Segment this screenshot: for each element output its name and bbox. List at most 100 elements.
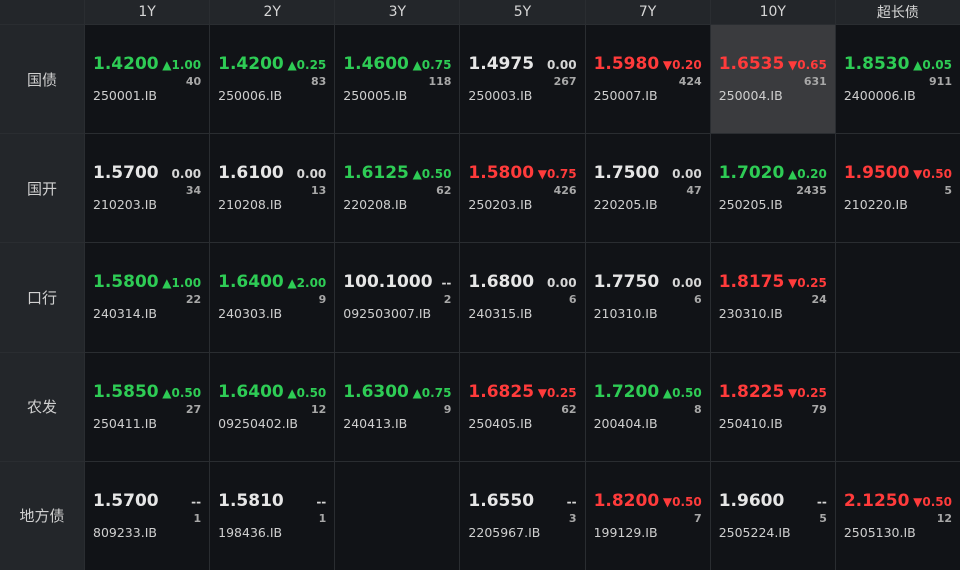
quote-cell[interactable]: 1.6550 -- 3 2205967.IB	[460, 461, 585, 570]
quote-cell[interactable]: 1.6400 ▲0.50 12 09250402.IB	[210, 352, 335, 461]
quote-volume: 47	[686, 184, 702, 198]
quote-change: ▼0.25	[788, 385, 827, 400]
bond-code: 200404.IB	[593, 415, 658, 431]
quote-cell[interactable]: 1.6100 0.00 13 210208.IB	[210, 134, 335, 243]
quote-cell[interactable]: 1.4600 ▲0.75 118 250005.IB	[335, 25, 460, 134]
quote-change: ▼0.75	[537, 167, 577, 182]
quote-cell[interactable]: 1.6535 ▼0.65 631 250004.IB	[710, 25, 835, 134]
quote-volume: 6	[694, 293, 702, 307]
column-header-1[interactable]: 2Y	[210, 0, 335, 24]
quote-change: ▲2.00	[287, 276, 327, 291]
quote-cell[interactable]: 1.6825 ▼0.25 62 250405.IB	[460, 352, 585, 461]
column-header-5[interactable]: 10Y	[710, 0, 835, 24]
bond-code: 2505130.IB	[843, 524, 916, 540]
quote-price: 1.8175	[718, 272, 785, 293]
quote-cell[interactable]: 1.6125 ▲0.50 62 220208.IB	[335, 134, 460, 243]
quote-cell[interactable]: 1.7500 0.00 47 220205.IB	[585, 134, 710, 243]
quote-volume: 426	[553, 184, 577, 198]
quote-price: 1.5800	[468, 163, 535, 184]
quote-volume: 12	[936, 511, 952, 525]
quote-cell[interactable]: 1.5980 ▼0.20 424 250007.IB	[585, 25, 710, 134]
quote-price: 1.9500	[843, 163, 910, 184]
quote-cell[interactable]: 1.4975 0.00 267 250003.IB	[460, 25, 585, 134]
empty-quote-cell	[835, 243, 960, 352]
bond-code: 230310.IB	[718, 306, 783, 322]
quote-change: --	[441, 276, 452, 291]
quote-price: 1.7020	[718, 163, 785, 184]
row-label-3: 农发	[0, 352, 84, 461]
bond-code: 250411.IB	[93, 415, 157, 431]
quote-change: ▼0.50	[913, 494, 952, 509]
bond-code: 2505224.IB	[718, 524, 791, 540]
quote-price: 1.5700	[93, 490, 159, 511]
bond-code: 250004.IB	[718, 88, 783, 103]
quote-volume: 2435	[796, 184, 827, 198]
quote-price: 1.6400	[218, 272, 284, 293]
quote-price: 1.6535	[718, 54, 785, 74]
quote-price: 1.7750	[593, 272, 660, 293]
column-header-0[interactable]: 1Y	[85, 0, 210, 24]
quote-price: 1.4600	[343, 54, 409, 74]
bond-code: 198436.IB	[218, 524, 283, 540]
quote-cell[interactable]: 1.8530 ▲0.05 911 2400006.IB	[835, 25, 960, 134]
bond-code: 250205.IB	[718, 197, 783, 213]
quote-cell[interactable]: 100.1000 -- 2 092503007.IB	[335, 243, 460, 352]
bond-code: 250001.IB	[93, 88, 157, 103]
quote-volume: 62	[561, 402, 577, 416]
quote-cell[interactable]: 1.4200 ▲0.25 83 250006.IB	[210, 25, 335, 134]
bond-code: 250405.IB	[468, 415, 533, 431]
quote-cell[interactable]: 1.8200 ▼0.50 7 199129.IB	[585, 461, 710, 570]
quote-cell[interactable]: 1.6400 ▲2.00 9 240303.IB	[210, 243, 335, 352]
quote-change: 0.00	[672, 167, 702, 182]
quote-change: --	[316, 494, 327, 509]
quote-cell[interactable]: 1.7020 ▲0.20 2435 250205.IB	[710, 134, 835, 243]
quote-cell[interactable]: 1.9500 ▼0.50 5 210220.IB	[835, 134, 960, 243]
quote-cell[interactable]: 1.6300 ▲0.75 9 240413.IB	[335, 352, 460, 461]
quote-cell[interactable]: 1.5810 -- 1 198436.IB	[210, 461, 335, 570]
quote-change: ▼0.50	[662, 494, 702, 509]
column-header-4[interactable]: 7Y	[585, 0, 710, 24]
quote-cell[interactable]: 1.6800 0.00 6 240315.IB	[460, 243, 585, 352]
quote-cell[interactable]: 1.7200 ▲0.50 8 200404.IB	[585, 352, 710, 461]
quote-change: ▲0.50	[412, 167, 452, 182]
quote-price: 1.5850	[93, 381, 159, 402]
quote-change: ▲0.25	[287, 58, 327, 72]
bond-code: 220205.IB	[593, 197, 658, 213]
column-header-3[interactable]: 5Y	[460, 0, 585, 24]
bond-code: 220208.IB	[343, 197, 408, 213]
quote-cell[interactable]: 1.5700 -- 1 809233.IB	[85, 461, 210, 570]
quote-cell[interactable]: 1.4200 ▲1.00 40 250001.IB	[85, 25, 210, 134]
quote-cell[interactable]: 1.5700 0.00 34 210203.IB	[85, 134, 210, 243]
quote-cell[interactable]: 2.1250 ▼0.50 12 2505130.IB	[835, 461, 960, 570]
column-header-6[interactable]: 超长债	[835, 0, 960, 24]
quote-change: 0.00	[546, 58, 577, 72]
quote-change: 0.00	[546, 276, 577, 291]
quote-price: 1.6400	[218, 381, 284, 402]
quote-cell[interactable]: 1.7750 0.00 6 210310.IB	[585, 243, 710, 352]
quote-cell[interactable]: 1.9600 -- 5 2505224.IB	[710, 461, 835, 570]
bond-code: 240413.IB	[343, 415, 408, 431]
quote-cell[interactable]: 1.8175 ▼0.25 24 230310.IB	[710, 243, 835, 352]
quote-volume: 2	[443, 293, 452, 307]
quote-cell[interactable]: 1.5850 ▲0.50 27 250411.IB	[85, 352, 210, 461]
column-header-2[interactable]: 3Y	[335, 0, 460, 24]
empty-quote-cell	[335, 461, 460, 570]
bond-code: 250203.IB	[468, 197, 533, 213]
quote-change: ▲0.75	[412, 385, 452, 400]
quote-price: 1.4200	[93, 54, 159, 74]
quote-change: --	[566, 494, 577, 509]
quote-volume: 40	[185, 75, 202, 88]
quote-volume: 1	[318, 511, 327, 525]
quote-price: 1.6300	[343, 381, 409, 402]
quote-change: 0.00	[171, 167, 202, 182]
quote-price: 1.5980	[593, 54, 660, 74]
quote-volume: 62	[436, 184, 452, 198]
quote-cell[interactable]: 1.5800 ▲1.00 22 240314.IB	[85, 243, 210, 352]
quote-price: 1.9600	[718, 490, 785, 511]
bond-code: 09250402.IB	[218, 415, 298, 431]
quote-cell[interactable]: 1.8225 ▼0.25 79 250410.IB	[710, 352, 835, 461]
quote-price: 100.1000	[343, 272, 433, 293]
quote-cell[interactable]: 1.5800 ▼0.75 426 250203.IB	[460, 134, 585, 243]
quote-change: ▼0.65	[788, 58, 827, 72]
